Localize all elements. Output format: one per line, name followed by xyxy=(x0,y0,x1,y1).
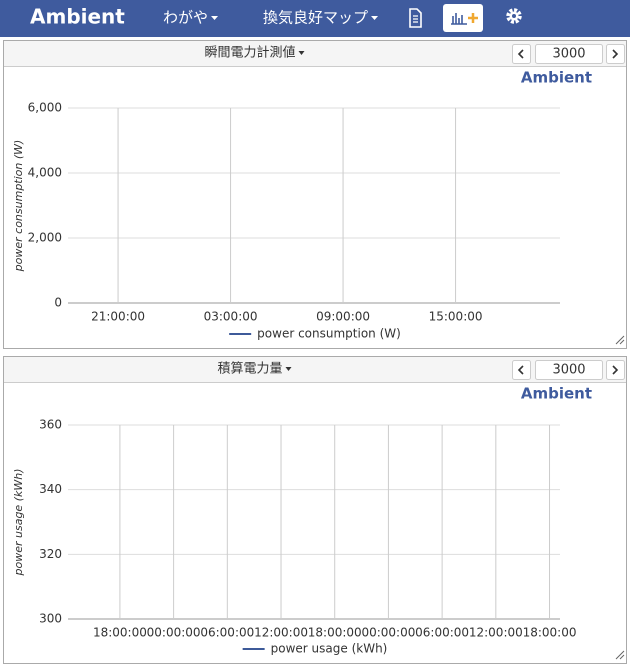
resize-handle xyxy=(615,650,625,660)
x-tick-label: 00:00:00 xyxy=(361,626,415,640)
menu-item[interactable]: 換気良好マップ xyxy=(263,9,368,27)
y-tick-label: 0 xyxy=(54,296,62,310)
x-tick-label: 03:00:00 xyxy=(204,310,258,324)
count-input[interactable] xyxy=(535,44,603,64)
caret xyxy=(285,367,292,371)
x-tick-label: 00:00:00 xyxy=(147,626,201,640)
panel-title[interactable]: 瞬間電力計測値 xyxy=(204,45,295,61)
panel xyxy=(3,40,627,349)
x-tick-label: 12:00:00 xyxy=(254,626,308,640)
count-value: 3000 xyxy=(552,47,585,62)
doc-icon[interactable] xyxy=(409,8,422,28)
y-tick-label: 6,000 xyxy=(28,101,62,115)
x-tick-label: 06:00:00 xyxy=(200,626,254,640)
x-tick-label: 18:00:00 xyxy=(308,626,362,640)
panel xyxy=(3,356,627,664)
count-input[interactable] xyxy=(535,360,603,380)
chevron-left xyxy=(517,365,524,375)
next-button[interactable] xyxy=(606,360,625,380)
panel-header xyxy=(4,41,626,66)
next-button[interactable] xyxy=(606,44,625,64)
caret xyxy=(211,16,219,20)
y-tick-label: 4,000 xyxy=(28,166,62,180)
y-tick-label: 340 xyxy=(39,482,62,496)
x-tick-label: 15:00:00 xyxy=(429,310,483,324)
y-tick-label: 360 xyxy=(39,418,62,432)
chevron-left xyxy=(517,49,524,59)
panel-brand: Ambient xyxy=(521,69,592,87)
y-axis-label: power usage (kWh) xyxy=(12,469,25,577)
x-tick-label: 21:00:00 xyxy=(91,310,145,324)
x-tick-label: 12:00:00 xyxy=(469,626,523,640)
settings-icon[interactable] xyxy=(506,8,522,24)
count-value: 3000 xyxy=(552,363,585,378)
chevron-right xyxy=(612,49,619,59)
chevron-right xyxy=(612,365,619,375)
legend-label: power consumption (W) xyxy=(257,327,401,341)
prev-button[interactable] xyxy=(512,360,531,380)
y-tick-label: 300 xyxy=(39,612,62,626)
panel-header xyxy=(4,357,626,382)
menu-item[interactable]: わがや xyxy=(163,9,208,27)
add-chart-button[interactable] xyxy=(443,4,483,32)
brand[interactable]: Ambient xyxy=(30,5,125,29)
panel-brand: Ambient xyxy=(521,385,592,403)
x-tick-label: 06:00:00 xyxy=(415,626,469,640)
x-tick-label: 18:00:00 xyxy=(93,626,147,640)
caret xyxy=(371,16,379,20)
panel-title[interactable]: 積算電力量 xyxy=(217,362,282,377)
prev-button[interactable] xyxy=(512,44,531,64)
navbar xyxy=(0,0,630,37)
y-axis-label: power consumption (W) xyxy=(12,140,25,273)
resize-handle xyxy=(615,335,625,345)
x-tick-label: 18:00:00 xyxy=(523,626,577,640)
y-tick-label: 2,000 xyxy=(28,231,62,245)
y-tick-label: 320 xyxy=(39,547,62,561)
x-tick-label: 09:00:00 xyxy=(316,310,370,324)
caret xyxy=(298,51,305,55)
legend-label: power usage (kWh) xyxy=(271,642,388,656)
